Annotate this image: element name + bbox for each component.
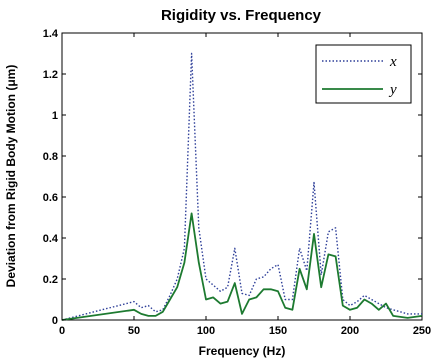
chart-title: Rigidity vs. Frequency: [161, 7, 322, 24]
legend-box: [315, 44, 412, 104]
y-tick-label: 0.2: [43, 274, 58, 286]
y-tick-label: 1: [52, 110, 58, 122]
y-tick-label: 1.4: [43, 28, 59, 40]
y-tick-label: 0: [52, 315, 58, 327]
legend-label-y: y: [388, 82, 397, 98]
legend: x y: [315, 44, 412, 104]
ticks-layer: 0 50 100 150 200 250 0 0.2 0.4 0.6 0.8 1 1.2 1.4: [43, 28, 431, 337]
y-axis-label: Deviation from Rigid Body Motion (μm): [4, 65, 18, 288]
x-tick-label: 200: [341, 325, 359, 337]
x-tick-label: 0: [59, 325, 65, 337]
series-line-x: [61, 52, 422, 321]
y-tick-label: 1.2: [43, 69, 58, 81]
series-layer: [61, 52, 423, 321]
y-tick-label: 0.8: [43, 151, 58, 163]
x-tick-label: 100: [197, 325, 215, 337]
x-tick-label: 50: [128, 325, 140, 337]
y-tick-label: 0.4: [43, 233, 59, 245]
x-axis-label: Frequency (Hz): [199, 344, 286, 358]
legend-label-x: x: [389, 54, 397, 70]
y-tick-label: 0.6: [43, 192, 58, 204]
series-line-y: [61, 212, 423, 321]
x-tick-label: 150: [269, 325, 287, 337]
x-tick-label: 250: [413, 325, 431, 337]
